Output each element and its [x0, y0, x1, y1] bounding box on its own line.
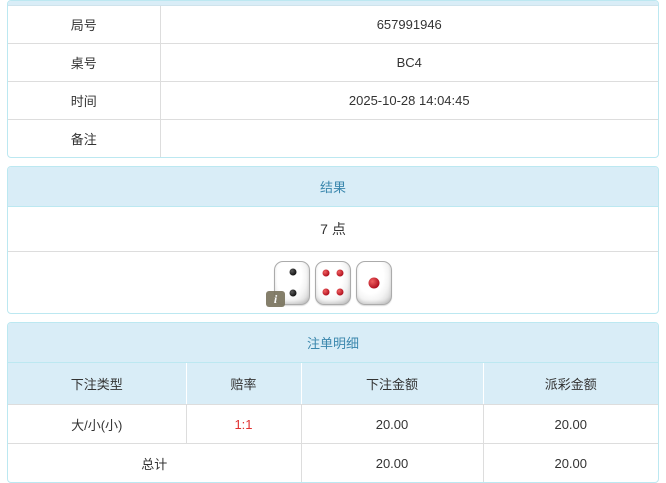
table-row: 局号 657991946 — [8, 6, 658, 44]
die-pip — [289, 289, 297, 297]
die-2 — [315, 260, 351, 305]
col-header-bet-type: 下注类型 — [8, 363, 186, 405]
bet-odds-cell: 1:1 — [185, 404, 301, 444]
col-header-payout-amount: 派彩金额 — [482, 363, 658, 405]
die-pip — [322, 288, 330, 296]
table-row: 备注 — [8, 119, 658, 158]
time-value: 2025-10-28 14:04:45 — [160, 81, 658, 120]
table-header-row: 下注类型 赔率 下注金额 派彩金额 — [8, 363, 658, 405]
round-info-panel: 局号 657991946 桌号 BC4 时间 2025-10-28 14:04:… — [7, 0, 659, 158]
col-header-odds: 赔率 — [185, 363, 301, 405]
table-row: 桌号 BC4 — [8, 43, 658, 82]
cutoff-panel-heading — [8, 1, 658, 6]
remark-value — [160, 120, 658, 158]
die-3 — [356, 260, 392, 305]
info-icon[interactable]: i — [266, 290, 285, 307]
col-header-bet-amount: 下注金额 — [300, 363, 483, 405]
die-pip — [336, 288, 344, 296]
table-id-value: BC4 — [160, 43, 658, 82]
die-pip — [336, 269, 344, 277]
bet-details-panel: 注单明细 下注类型 赔率 下注金额 派彩金额 大/小(小) 1:1 20.00 … — [7, 322, 659, 483]
table-row: 时间 2025-10-28 14:04:45 — [8, 81, 658, 120]
result-points: 7 点 — [8, 207, 658, 252]
die-1: i — [266, 260, 310, 307]
result-panel: 结果 7 点 i — [7, 166, 659, 314]
table-id-label: 桌号 — [8, 43, 161, 82]
result-panel-title: 结果 — [8, 167, 658, 207]
round-id-label: 局号 — [8, 6, 161, 44]
bet-details-title: 注单明细 — [8, 323, 658, 363]
bet-details-table: 下注类型 赔率 下注金额 派彩金额 大/小(小) 1:1 20.00 20.00… — [8, 363, 658, 482]
remark-label: 备注 — [8, 119, 161, 157]
die-pip — [289, 268, 297, 276]
bet-amount-cell: 20.00 — [300, 404, 483, 444]
time-label: 时间 — [8, 81, 161, 120]
bet-row: 大/小(小) 1:1 20.00 20.00 — [8, 404, 658, 444]
die-pip — [368, 277, 380, 288]
payout-amount-cell: 20.00 — [482, 404, 658, 444]
round-id-value: 657991946 — [160, 6, 658, 44]
round-info-table: 局号 657991946 桌号 BC4 时间 2025-10-28 14:04:… — [8, 6, 658, 157]
die-pip — [322, 269, 330, 277]
dice-row: i — [8, 252, 658, 313]
bet-type-cell: 大/小(小) — [8, 404, 186, 444]
